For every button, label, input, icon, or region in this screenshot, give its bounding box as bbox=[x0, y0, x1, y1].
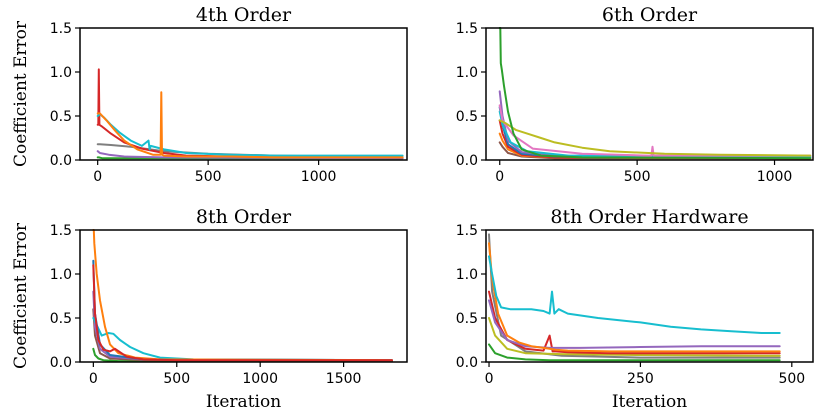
chart-panel-2: 0 500 1000 1500 0.0 0.5 1.0 1.5 8th Order Iterati… bbox=[11, 206, 408, 412]
x-axis-label: Iteration bbox=[206, 392, 281, 412]
y-tick-label: 0.0 bbox=[456, 355, 478, 371]
y-tick-label: 0.0 bbox=[456, 153, 478, 169]
series-group bbox=[96, 68, 404, 160]
chart-title: 6th Order bbox=[602, 4, 698, 26]
chart-title: 8th Order Hardware bbox=[550, 206, 748, 228]
y-tick-label: 0.0 bbox=[50, 153, 72, 169]
chart-panel-3: 0 250 500 0.0 0.5 1.0 1.5 8th Order Hardware Ite… bbox=[456, 206, 814, 412]
x-tick-label: 1000 bbox=[242, 371, 278, 387]
x-tick-label: 0 bbox=[93, 169, 102, 185]
series-line-4 bbox=[488, 299, 781, 349]
series-line-4 bbox=[498, 90, 812, 159]
y-tick-label: 0.5 bbox=[50, 311, 72, 327]
series-line-2 bbox=[488, 317, 781, 357]
x-tick-label: 500 bbox=[163, 371, 190, 387]
series-line-5 bbox=[96, 91, 404, 159]
x-tick-label: 1000 bbox=[301, 169, 337, 185]
y-tick-label: 0.5 bbox=[456, 109, 478, 125]
series-line-0 bbox=[488, 343, 781, 362]
series-line-1 bbox=[488, 233, 781, 359]
plot-frame bbox=[485, 27, 814, 161]
x-tick-label: 500 bbox=[624, 169, 651, 185]
series-line-3 bbox=[92, 317, 393, 362]
series-group bbox=[498, 27, 812, 160]
y-tick-label: 1.5 bbox=[50, 21, 72, 37]
series-line-5 bbox=[92, 229, 393, 362]
y-tick-label: 1.0 bbox=[50, 267, 72, 283]
y-tick-label: 1.5 bbox=[456, 223, 478, 239]
x-tick-label: 0 bbox=[485, 371, 494, 387]
x-tick-label: 250 bbox=[627, 371, 654, 387]
y-tick-label: 0.0 bbox=[50, 355, 72, 371]
series-line-6 bbox=[488, 255, 781, 334]
series-line-6 bbox=[498, 104, 812, 157]
x-tick-label: 500 bbox=[778, 371, 805, 387]
plot-frame bbox=[79, 27, 408, 161]
plot-frame bbox=[485, 229, 814, 363]
series-line-5 bbox=[488, 242, 781, 353]
series-line-6 bbox=[92, 264, 393, 362]
chart-panel-0: 0 500 1000 0.0 0.5 1.0 1.5 4th Order Coefficient… bbox=[11, 4, 408, 185]
x-tick-label: 0 bbox=[495, 169, 504, 185]
y-tick-label: 1.0 bbox=[50, 65, 72, 81]
series-group bbox=[92, 229, 393, 362]
series-group bbox=[488, 233, 781, 362]
y-tick-label: 0.5 bbox=[456, 311, 478, 327]
chart-panel-1: 0 500 1000 0.0 0.5 1.0 1.5 6th Order bbox=[456, 4, 814, 185]
y-tick-label: 1.0 bbox=[456, 267, 478, 283]
x-tick-label: 1500 bbox=[326, 371, 362, 387]
series-line-1 bbox=[92, 308, 393, 362]
x-tick-label: 500 bbox=[195, 169, 222, 185]
chart-title: 4th Order bbox=[196, 4, 292, 26]
x-tick-label: 0 bbox=[89, 371, 98, 387]
plot-frame bbox=[79, 229, 408, 363]
y-tick-label: 1.5 bbox=[456, 21, 478, 37]
x-tick-label: 1000 bbox=[757, 169, 793, 185]
y-axis-label: Coefficient Error bbox=[11, 222, 31, 369]
series-line-4 bbox=[92, 259, 393, 362]
y-tick-label: 0.5 bbox=[50, 109, 72, 125]
chart-title: 8th Order bbox=[196, 206, 292, 228]
series-line-8 bbox=[498, 27, 812, 160]
series-line-1 bbox=[96, 150, 404, 160]
y-axis-label: Coefficient Error bbox=[11, 20, 31, 167]
y-tick-label: 1.0 bbox=[456, 65, 478, 81]
x-axis-label: Iteration bbox=[612, 392, 687, 412]
y-tick-label: 1.5 bbox=[50, 223, 72, 239]
